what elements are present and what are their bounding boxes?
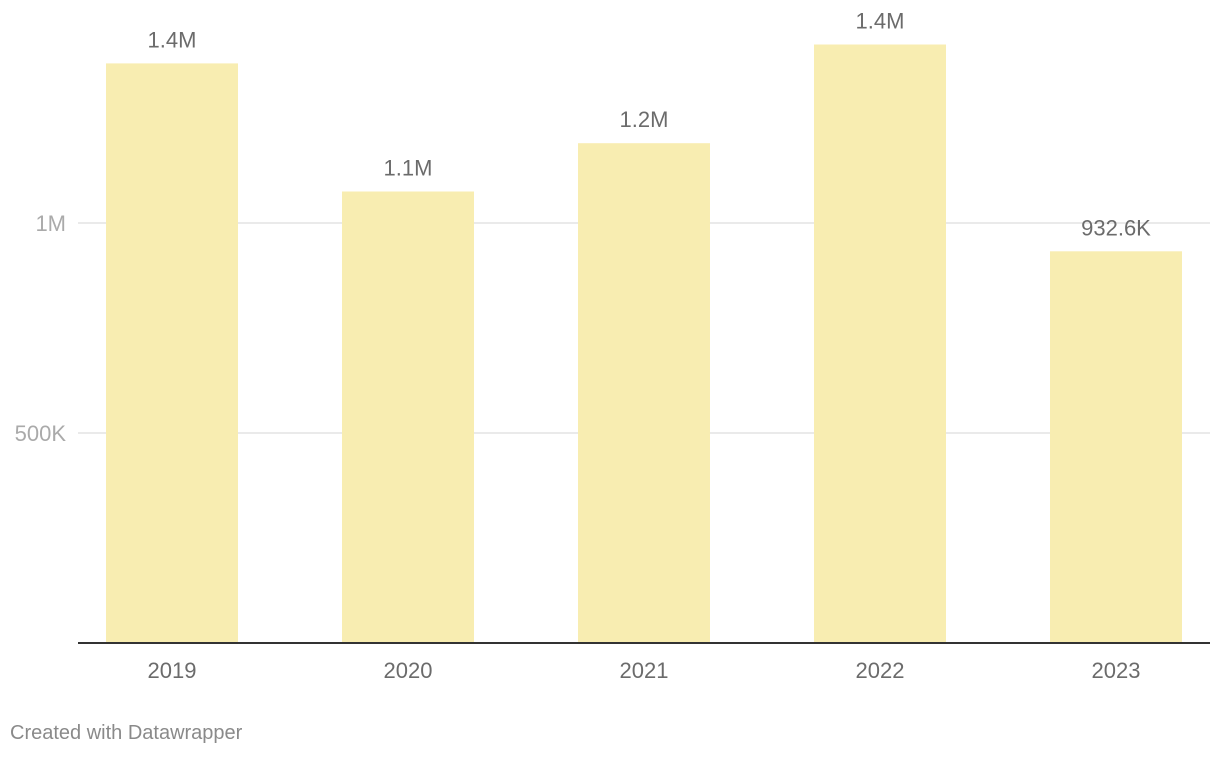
data-labels: 1.4M 1.1M 1.2M 1.4M 932.6K — [148, 9, 1152, 241]
bar-2019 — [106, 63, 238, 643]
x-tick-label-2019: 2019 — [148, 658, 197, 683]
y-tick-label: 500K — [15, 421, 67, 446]
y-tick-label: 1M — [35, 211, 66, 236]
data-label-2022: 1.4M — [856, 9, 905, 34]
credit-text: Created with Datawrapper — [10, 722, 243, 744]
bar-2020 — [342, 191, 474, 643]
x-tick-label-2021: 2021 — [620, 658, 669, 683]
x-tick-label-2023: 2023 — [1092, 658, 1141, 683]
bars — [106, 44, 1182, 644]
data-label-2020: 1.1M — [384, 156, 433, 181]
x-tick-label-2020: 2020 — [384, 658, 433, 683]
bar-2021 — [578, 143, 710, 643]
x-tick-label-2022: 2022 — [856, 658, 905, 683]
data-label-2019: 1.4M — [148, 27, 197, 52]
bar-2023 — [1050, 251, 1182, 644]
x-axis: 2019 2020 2021 2022 2023 — [78, 642, 1210, 683]
data-label-2023: 932.6K — [1081, 215, 1151, 240]
data-label-2021: 1.2M — [620, 107, 669, 132]
bar-2022 — [814, 44, 946, 643]
